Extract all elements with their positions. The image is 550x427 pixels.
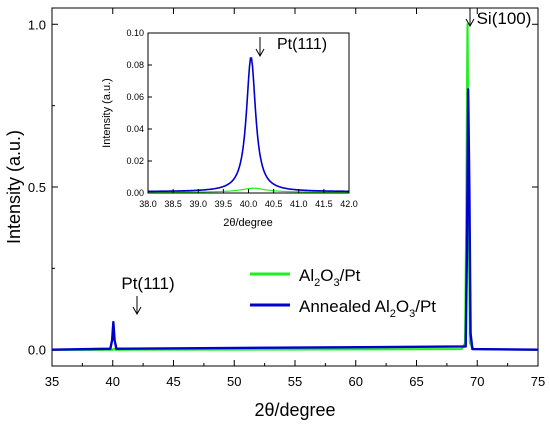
x-tick-label: 35	[45, 374, 59, 389]
inset-x-axis-title: 2θ/degree	[223, 217, 273, 229]
inset-x-tick-label: 41.0	[290, 199, 308, 209]
inset-arrow-pt111	[255, 37, 265, 58]
legend-label-annealed: Annealed Al2O3/Pt	[299, 297, 436, 320]
inset-x-tick-label: 38.5	[164, 199, 182, 209]
x-tick-label: 60	[349, 374, 363, 389]
arrow-si100	[465, 8, 475, 28]
main-series	[52, 23, 538, 351]
inset-x-tick-label: 42.0	[340, 199, 358, 209]
inset-x-tick-label: 39.5	[215, 199, 233, 209]
inset-x-tick-label: 40.5	[265, 199, 283, 209]
y-tick-label: 0.5	[28, 180, 46, 195]
inset-y-tick-label: 0.02	[126, 156, 144, 166]
inset-x-tick-label: 38.0	[139, 199, 157, 209]
x-tick-label: 55	[288, 374, 302, 389]
series-line-1	[52, 88, 538, 351]
x-axis-title: 2θ/degree	[254, 400, 335, 420]
x-tick-label: 65	[409, 374, 423, 389]
inset-y-tick-label: 0.06	[126, 92, 144, 102]
main-axis-ticks: 35 40 45 50 55 60 65 70 75 0.0 0.5 1.0	[28, 8, 545, 389]
arrow-pt111	[132, 296, 142, 316]
inset-y-axis-title: Intensity (a.u.)	[101, 78, 113, 148]
inset-x-tick-label: 40.0	[240, 199, 258, 209]
inset-x-tick-label: 39.0	[189, 199, 207, 209]
inset-x-tick-label: 41.5	[315, 199, 333, 209]
inset-y-tick-label: 0.04	[126, 124, 144, 134]
annotation-si100: Si(100)	[477, 9, 532, 28]
inset-axis-ticks: 38.0 38.5 39.0 39.5 40.0 40.5 41.0 41.5 42.0 0.00…	[126, 28, 357, 209]
legend-label-al2o3-pt: Al2O3/Pt	[299, 266, 361, 289]
y-tick-label: 0.0	[28, 343, 46, 358]
inset-series-line-0	[148, 187, 349, 193]
x-tick-label: 50	[227, 374, 241, 389]
inset-background	[148, 33, 349, 193]
inset-annotation-pt111: Pt(111)	[277, 36, 327, 53]
y-tick-label: 1.0	[28, 17, 46, 32]
annotation-pt111: Pt(111)	[121, 274, 174, 293]
x-tick-label: 70	[470, 374, 484, 389]
x-tick-label: 75	[531, 374, 545, 389]
x-tick-label: 40	[106, 374, 120, 389]
inset-series	[148, 57, 349, 193]
y-axis-title: Intensity (a.u.)	[4, 130, 24, 244]
legend: Al2O3/Pt Annealed Al2O3/Pt	[250, 266, 436, 320]
inset-y-tick-label: 0.00	[126, 188, 144, 198]
inset-y-tick-label: 0.08	[126, 60, 144, 70]
inset-series-line-1	[148, 57, 349, 193]
inset-y-tick-label: 0.10	[126, 28, 144, 38]
x-tick-label: 45	[166, 374, 180, 389]
